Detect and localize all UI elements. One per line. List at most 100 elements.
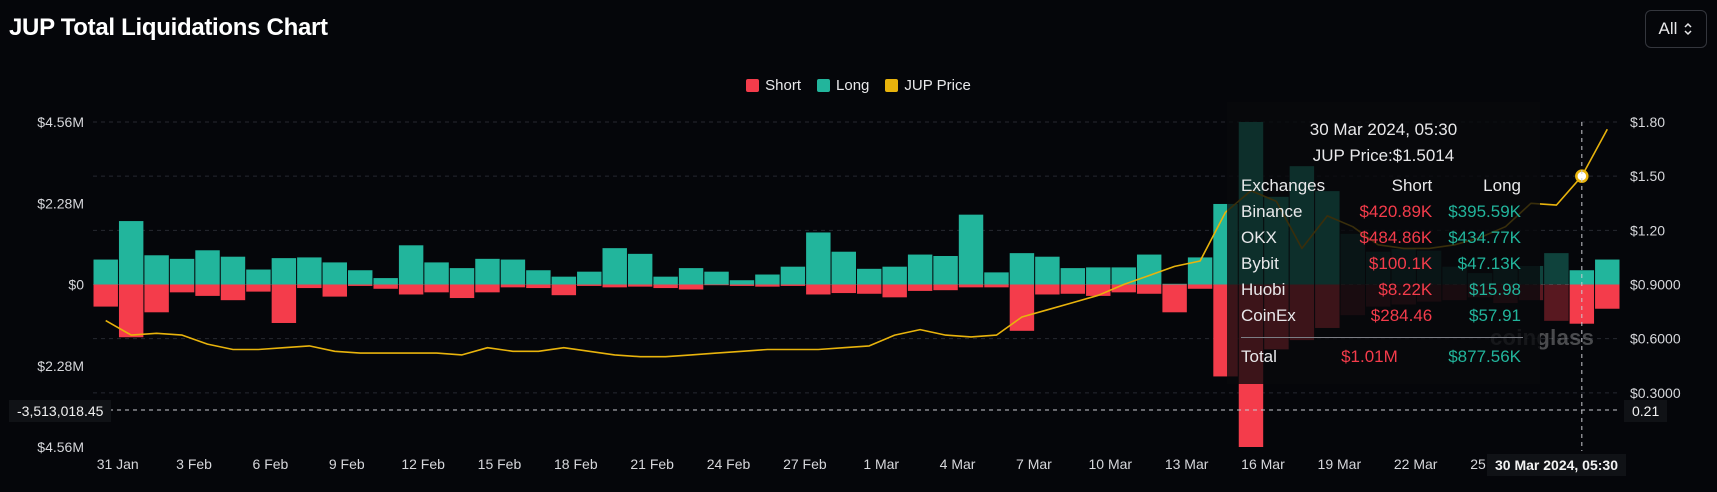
- x-tick-label: 16 Mar: [1241, 456, 1285, 472]
- long-bar: [678, 268, 704, 285]
- long-bar: [1136, 254, 1162, 285]
- y-right-tick-label: $0.6000: [1630, 331, 1681, 347]
- long-bar: [144, 255, 169, 285]
- tooltip-total-label: Total: [1241, 347, 1277, 366]
- tooltip-col-short: Short: [1391, 176, 1433, 195]
- short-bar: [1595, 284, 1620, 309]
- long-bar: [602, 248, 627, 285]
- long-bar: [348, 270, 373, 285]
- short-bar: [475, 284, 500, 293]
- y-right-tick-label: $1.80: [1630, 114, 1665, 130]
- short-bar: [1544, 284, 1569, 321]
- long-bar: [1009, 253, 1035, 285]
- long-bar: [933, 255, 958, 285]
- legend-label-long: Long: [836, 77, 870, 94]
- chart-legend: Short Long JUP Price: [0, 77, 1717, 94]
- long-bar: [1035, 256, 1060, 285]
- x-tick-label: 18 Feb: [554, 456, 598, 472]
- x-tick-label: 1 Mar: [863, 456, 899, 472]
- short-bar: [220, 284, 246, 301]
- crosshair-y-left-label: -3,513,018.45: [9, 400, 112, 422]
- tooltip-exchange: CoinEx: [1241, 306, 1296, 325]
- page-title: JUP Total Liquidations Chart: [9, 14, 328, 41]
- y-left-tick-label: $2.28M: [37, 358, 84, 374]
- long-bar: [1162, 283, 1187, 285]
- long-bar: [577, 271, 602, 285]
- short-bar: [653, 284, 678, 289]
- short-bar: [882, 284, 907, 298]
- long-bar: [958, 214, 984, 285]
- short-bar: [1136, 284, 1162, 294]
- long-bar: [1544, 253, 1569, 285]
- tooltip-row: Binance $420.89K $395.59K: [1241, 199, 1521, 225]
- tooltip-short: $8.22K: [1378, 280, 1433, 299]
- x-tick-label: 4 Mar: [940, 456, 976, 472]
- crosshair-y-right-label: 0.21: [1624, 400, 1668, 422]
- short-bar: [500, 284, 526, 288]
- y-left-tick-label: $0: [68, 277, 84, 293]
- y-right-tick-label: $0.9000: [1630, 277, 1681, 293]
- tooltip-short: $284.46: [1370, 306, 1433, 325]
- chart-tooltip: 30 Mar 2024, 05:30 JUP Price:$1.5014 Exc…: [1227, 102, 1540, 384]
- long-bar: [755, 274, 780, 285]
- long-bar: [551, 276, 577, 285]
- x-tick-label: 15 Feb: [478, 456, 522, 472]
- crosshair-x-label: 30 Mar 2024, 05:30: [1487, 454, 1626, 476]
- short-bar: [424, 284, 449, 293]
- short-bar: [118, 284, 144, 338]
- x-tick-label: 10 Mar: [1088, 456, 1132, 472]
- legend-item-long[interactable]: Long: [817, 77, 869, 94]
- tooltip-separator: [1241, 337, 1523, 338]
- tooltip-date: 30 Mar 2024, 05:30: [1309, 120, 1458, 139]
- long-bar: [475, 258, 500, 285]
- long-bar: [169, 258, 195, 285]
- legend-item-short[interactable]: Short: [746, 77, 801, 94]
- long-bar: [449, 268, 475, 285]
- long-bar: [984, 272, 1009, 285]
- short-bar: [678, 284, 704, 290]
- x-tick-label: 12 Feb: [401, 456, 445, 472]
- short-bar: [449, 284, 475, 299]
- y-left-tick-label: $2.28M: [37, 195, 84, 211]
- tooltip-total-row: Total $1.01M $877.56K: [1241, 344, 1521, 370]
- x-tick-label: 3 Feb: [176, 456, 212, 472]
- short-bar: [348, 284, 373, 286]
- long-bar: [398, 245, 424, 285]
- long-bar: [857, 268, 882, 285]
- short-bar: [195, 284, 220, 296]
- chevron-up-down-icon: [1684, 22, 1692, 36]
- short-bar: [984, 284, 1009, 288]
- tooltip-row: CoinEx $284.46 $57.91: [1241, 303, 1521, 329]
- tooltip-long: $57.91: [1469, 306, 1521, 325]
- long-bar: [907, 254, 933, 285]
- x-tick-label: 6 Feb: [253, 456, 289, 472]
- range-select[interactable]: All: [1645, 10, 1707, 48]
- short-bar: [297, 284, 322, 289]
- short-bar: [1035, 284, 1060, 295]
- long-bar: [704, 271, 729, 285]
- long-bar: [831, 251, 856, 285]
- long-bar: [500, 259, 526, 285]
- short-bar: [93, 284, 118, 307]
- short-bar: [780, 284, 806, 286]
- long-bar: [118, 221, 144, 285]
- legend-item-price[interactable]: JUP Price: [885, 77, 971, 94]
- tooltip-table: Exchanges Short Long Binance $420.89K $3…: [1241, 173, 1521, 329]
- long-bar: [297, 257, 322, 285]
- x-tick-label: 7 Mar: [1016, 456, 1052, 472]
- tooltip-long: $434.77K: [1448, 228, 1521, 247]
- short-bar: [398, 284, 424, 295]
- y-right-tick-label: $1.50: [1630, 168, 1665, 184]
- long-bar: [1086, 267, 1111, 285]
- short-bar: [1111, 284, 1136, 293]
- x-tick-label: 22 Mar: [1394, 456, 1438, 472]
- short-bar: [322, 284, 347, 297]
- short-bar: [729, 284, 755, 286]
- short-bar: [169, 284, 195, 293]
- long-bar: [653, 276, 678, 285]
- long-bar: [322, 262, 347, 285]
- legend-label-price: JUP Price: [904, 77, 971, 94]
- tooltip-long: $15.98: [1469, 280, 1521, 299]
- x-tick-label: 24 Feb: [707, 456, 751, 472]
- long-bar: [1060, 268, 1086, 285]
